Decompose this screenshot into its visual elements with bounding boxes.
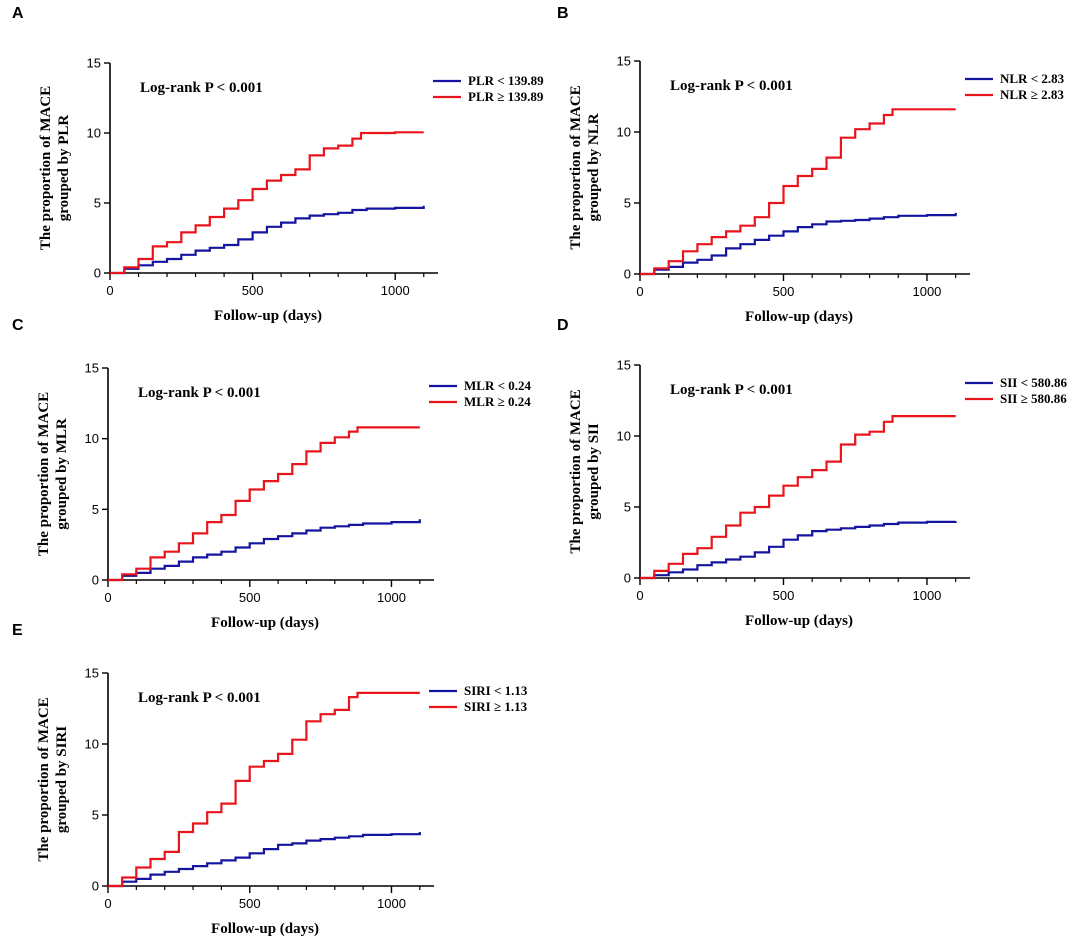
- chart-panel-d: D 0 5 10 15 0 500 1000 Follow-up (days) The propo…: [557, 317, 1068, 629]
- legend-label: PLR < 139.89: [468, 73, 544, 88]
- series-line-high: [640, 108, 956, 276]
- y-tick-label: 0: [92, 879, 99, 894]
- legend-label: PLR ≥ 139.89: [468, 89, 544, 104]
- x-tick-label: 500: [242, 283, 264, 298]
- chart-panel-c: C 0 5 10 15 0 500 1000 Follow-up (days) The propo…: [12, 317, 531, 631]
- x-axis-title: Follow-up (days): [211, 921, 319, 937]
- series-line-low: [108, 519, 421, 582]
- y-axis-title-line1: The proportion of MACE: [38, 86, 54, 250]
- y-axis-title-line2: grouped by NLR: [586, 113, 602, 221]
- y-tick-label: 15: [85, 361, 99, 376]
- log-rank-annotation: Log-rank P < 0.001: [140, 80, 263, 96]
- x-tick-label: 0: [106, 283, 113, 298]
- x-tick-label: 1000: [912, 588, 941, 603]
- x-tick-label: 1000: [912, 284, 941, 299]
- y-axis-title-line1: The proportion of MACE: [568, 389, 584, 553]
- panel-letter: E: [12, 622, 23, 639]
- x-tick-label: 1000: [377, 590, 406, 605]
- y-tick-label: 5: [94, 196, 101, 211]
- legend-label: NLR < 2.83: [1000, 71, 1065, 86]
- log-rank-annotation: Log-rank P < 0.001: [670, 382, 793, 398]
- legend-label: MLR < 0.24: [464, 378, 531, 393]
- y-tick-label: 15: [87, 56, 101, 71]
- legend-label: SIRI ≥ 1.13: [464, 699, 528, 714]
- x-tick-label: 500: [773, 284, 795, 299]
- x-axis-title: Follow-up (days): [214, 308, 322, 324]
- x-axis-title: Follow-up (days): [745, 613, 853, 629]
- series-line-high: [108, 426, 420, 582]
- log-rank-annotation: Log-rank P < 0.001: [670, 78, 793, 94]
- legend-label: MLR ≥ 0.24: [464, 394, 531, 409]
- y-tick-label: 10: [617, 125, 631, 140]
- x-tick-label: 1000: [377, 896, 406, 911]
- y-tick-label: 10: [85, 431, 99, 446]
- y-tick-label: 10: [87, 126, 101, 141]
- x-tick-label: 500: [239, 590, 261, 605]
- y-tick-label: 5: [92, 808, 99, 823]
- y-axis-title-line2: grouped by SII: [586, 423, 602, 520]
- panel-letter: B: [557, 5, 569, 22]
- series-line-high: [108, 691, 420, 888]
- x-tick-label: 500: [239, 896, 261, 911]
- chart-panel-a: A 0 5 10 15 0 500 1000 Follow-up (days) The propo…: [12, 5, 544, 324]
- y-tick-label: 0: [94, 266, 101, 281]
- legend-label: SIRI < 1.13: [464, 683, 528, 698]
- x-tick-label: 0: [104, 590, 111, 605]
- y-tick-label: 5: [624, 500, 631, 515]
- y-tick-label: 0: [624, 571, 631, 586]
- y-tick-label: 15: [85, 666, 99, 681]
- series-line-high: [640, 415, 956, 580]
- log-rank-annotation: Log-rank P < 0.001: [138, 385, 261, 401]
- y-tick-label: 10: [85, 737, 99, 752]
- x-tick-label: 1000: [381, 283, 410, 298]
- y-tick-label: 5: [92, 502, 99, 517]
- series-line-low: [110, 205, 425, 275]
- x-tick-label: 0: [636, 588, 643, 603]
- series-line-low: [640, 520, 957, 580]
- log-rank-annotation: Log-rank P < 0.001: [138, 690, 261, 706]
- x-axis-title: Follow-up (days): [211, 615, 319, 631]
- chart-panel-b: B 0 5 10 15 0 500 1000 Follow-up (days) The propo…: [557, 5, 1065, 325]
- x-tick-label: 0: [636, 284, 643, 299]
- y-axis-title-line2: grouped by MLR: [54, 418, 70, 530]
- x-tick-label: 0: [104, 896, 111, 911]
- y-tick-label: 15: [617, 358, 631, 373]
- series-line-low: [640, 212, 957, 276]
- y-axis-title-line2: grouped by SIRI: [54, 726, 70, 833]
- panel-letter: D: [557, 317, 569, 334]
- y-axis-title-line1: The proportion of MACE: [36, 697, 52, 861]
- y-tick-label: 0: [624, 267, 631, 282]
- y-axis-title-line2: grouped by PLR: [56, 115, 72, 222]
- y-axis-title-line1: The proportion of MACE: [36, 392, 52, 556]
- chart-panel-e: E 0 5 10 15 0 500 1000 Follow-up (days) The propo…: [12, 622, 528, 937]
- x-tick-label: 500: [773, 588, 795, 603]
- x-axis-title: Follow-up (days): [745, 309, 853, 325]
- series-line-high: [110, 131, 424, 275]
- legend-label: SII ≥ 580.86: [1000, 391, 1067, 406]
- legend-label: SII < 580.86: [1000, 375, 1068, 390]
- y-axis-title-line1: The proportion of MACE: [568, 85, 584, 249]
- y-tick-label: 5: [624, 196, 631, 211]
- series-line-low: [108, 832, 421, 888]
- panel-letter: A: [12, 5, 24, 22]
- legend-label: NLR ≥ 2.83: [1000, 87, 1064, 102]
- y-tick-label: 0: [92, 573, 99, 588]
- y-tick-label: 10: [617, 429, 631, 444]
- panel-letter: C: [12, 317, 24, 334]
- y-tick-label: 15: [617, 54, 631, 69]
